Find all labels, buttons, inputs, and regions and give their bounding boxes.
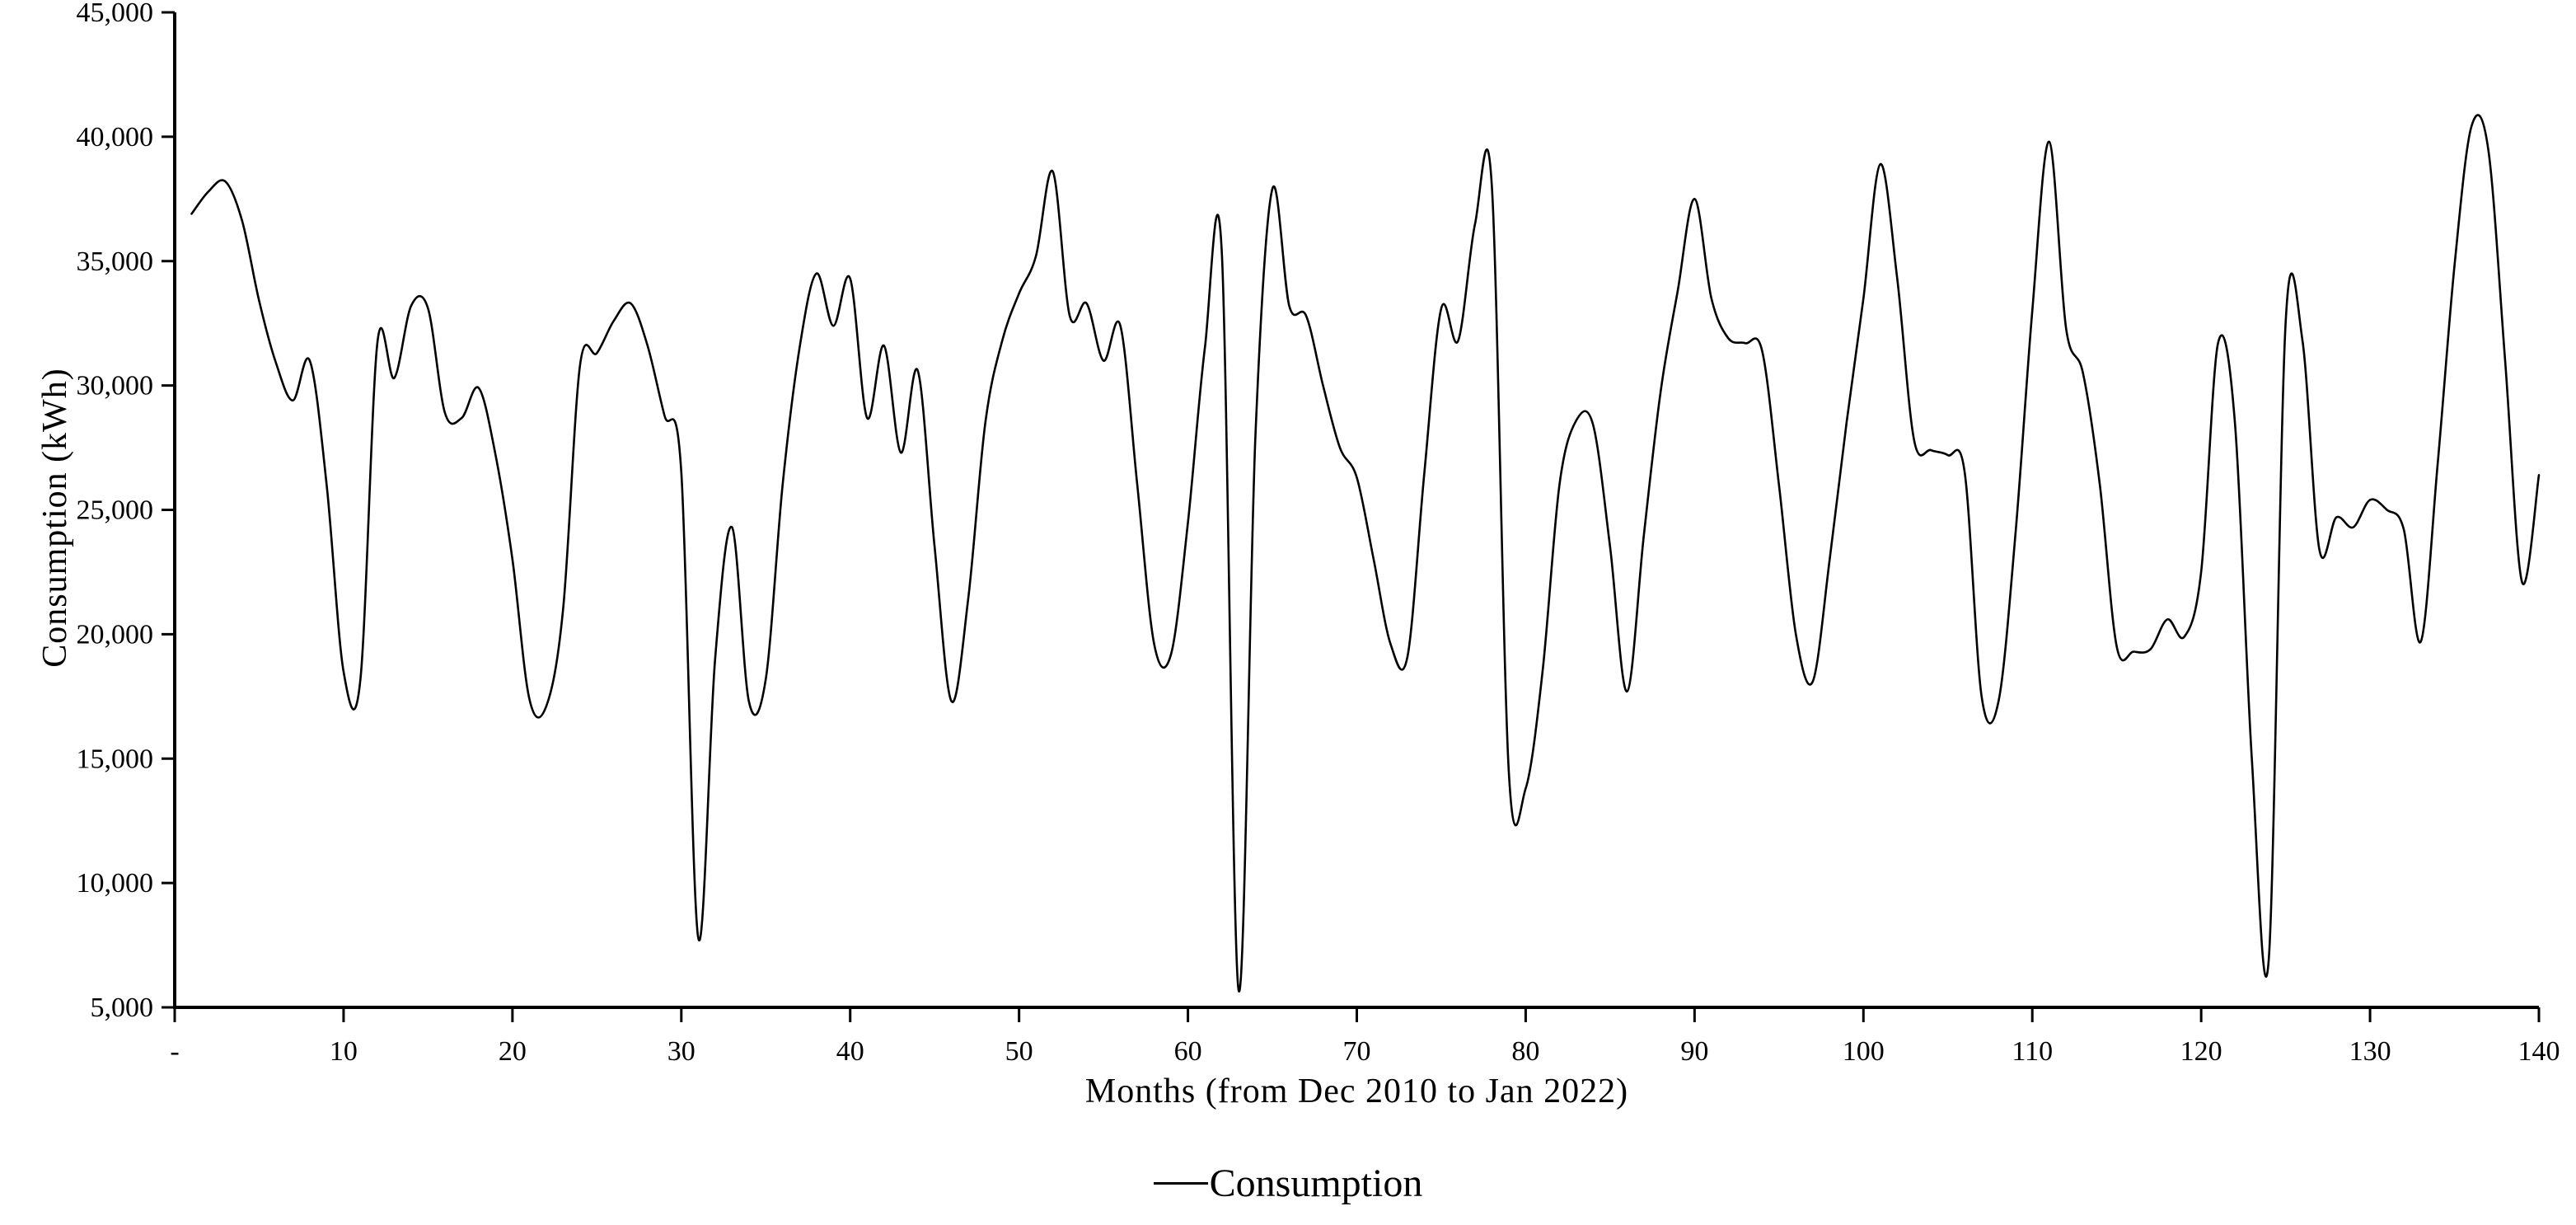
x-tick-label: 20	[499, 1036, 527, 1067]
y-tick-label: 40,000	[77, 122, 154, 153]
legend-line-sample	[1153, 1182, 1208, 1185]
y-tick-label: 10,000	[77, 868, 154, 899]
legend: Consumption	[0, 1161, 2576, 1206]
x-tick-label: 50	[1005, 1036, 1033, 1067]
y-tick-label: 45,000	[77, 0, 154, 28]
x-tick-label: 110	[2012, 1036, 2053, 1067]
y-axis-title: Consumption (kWh)	[36, 368, 74, 668]
x-tick-label: 100	[1843, 1036, 1885, 1067]
y-tick-label: 25,000	[77, 495, 154, 526]
x-tick-label: 90	[1680, 1036, 1708, 1067]
x-tick-label: 10	[330, 1036, 358, 1067]
x-tick-label: 40	[836, 1036, 864, 1067]
y-tick-label: 20,000	[77, 619, 154, 650]
y-tick-label: 35,000	[77, 246, 154, 277]
x-tick-label: 130	[2349, 1036, 2391, 1067]
x-tick-label: 60	[1174, 1036, 1202, 1067]
x-tick-label: 120	[2180, 1036, 2222, 1067]
x-tick-label: 70	[1343, 1036, 1371, 1067]
x-tick-label: 30	[667, 1036, 696, 1067]
y-tick-label: 5,000	[91, 993, 154, 1023]
x-tick-label: 80	[1511, 1036, 1539, 1067]
y-tick-label: 15,000	[77, 744, 154, 774]
x-tick-label: -	[170, 1036, 179, 1067]
y-tick-label: 30,000	[77, 371, 154, 401]
consumption-line	[190, 114, 2541, 993]
legend-label: Consumption	[1209, 1162, 1423, 1205]
x-axis-title: Months (from Dec 2010 to Jan 2022)	[1084, 1072, 1629, 1110]
x-tick-label: 140	[2518, 1036, 2560, 1067]
